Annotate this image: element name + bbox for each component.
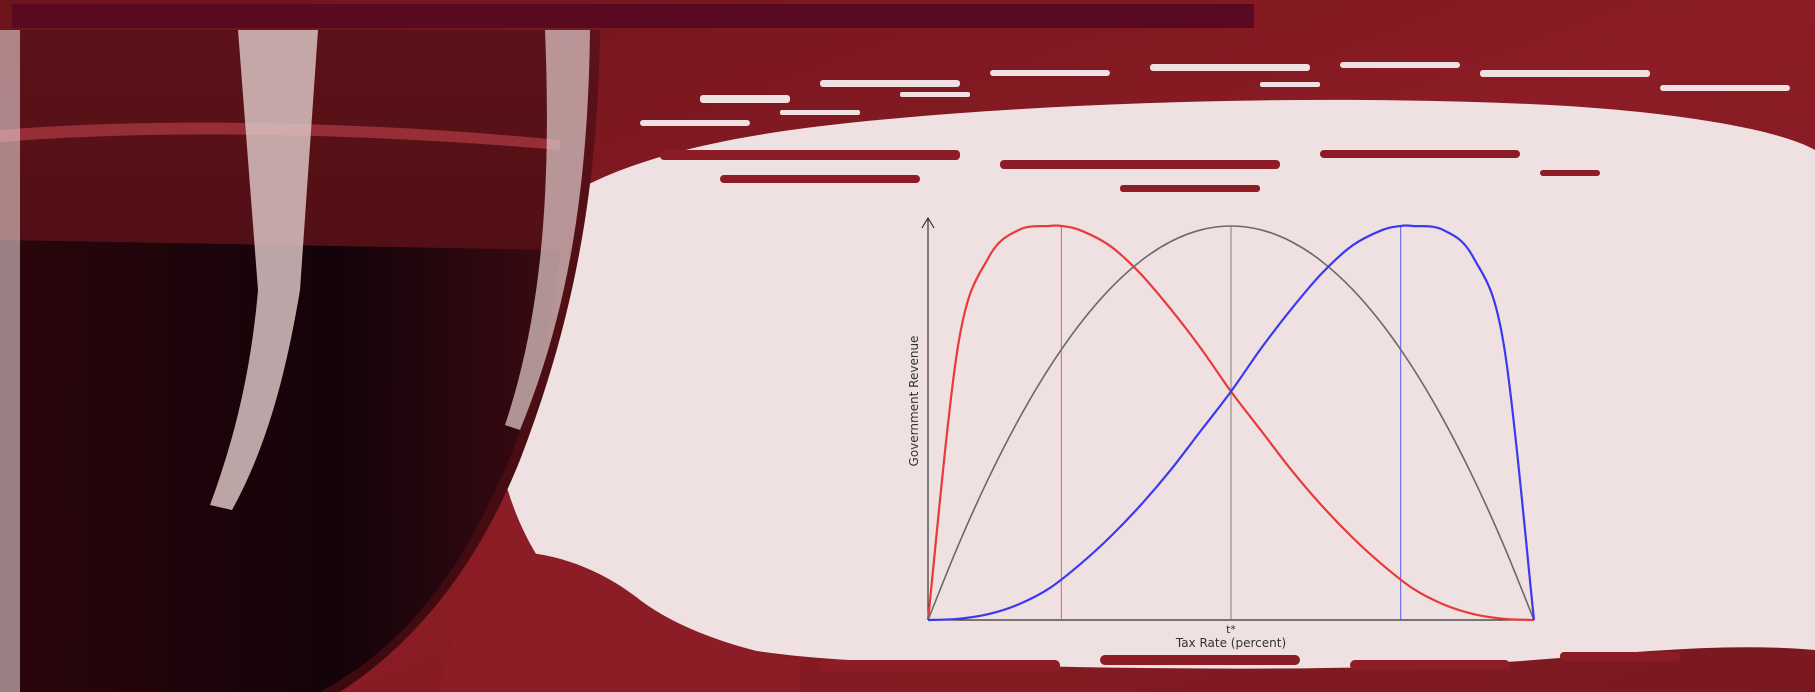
chart-plot-area: t* Tax Rate (percent) Government Revenue <box>907 216 1536 650</box>
y-axis-arrow <box>921 216 935 229</box>
paper-brush-stroke <box>440 62 1815 692</box>
top-bar <box>12 4 1254 28</box>
x-tick-labels: t* <box>1226 623 1236 636</box>
x-axis-label: Tax Rate (percent) <box>1175 636 1286 650</box>
series-line-1 <box>927 225 1535 621</box>
series-lines <box>926 224 1536 622</box>
y-axis-label: Government Revenue <box>907 336 921 467</box>
series-line-2 <box>927 224 1536 622</box>
x-tick-label-0: t* <box>1226 623 1236 636</box>
vertical-reference-lines <box>1060 226 1402 620</box>
wine-glass <box>0 30 600 692</box>
series-line-0 <box>926 224 1535 622</box>
